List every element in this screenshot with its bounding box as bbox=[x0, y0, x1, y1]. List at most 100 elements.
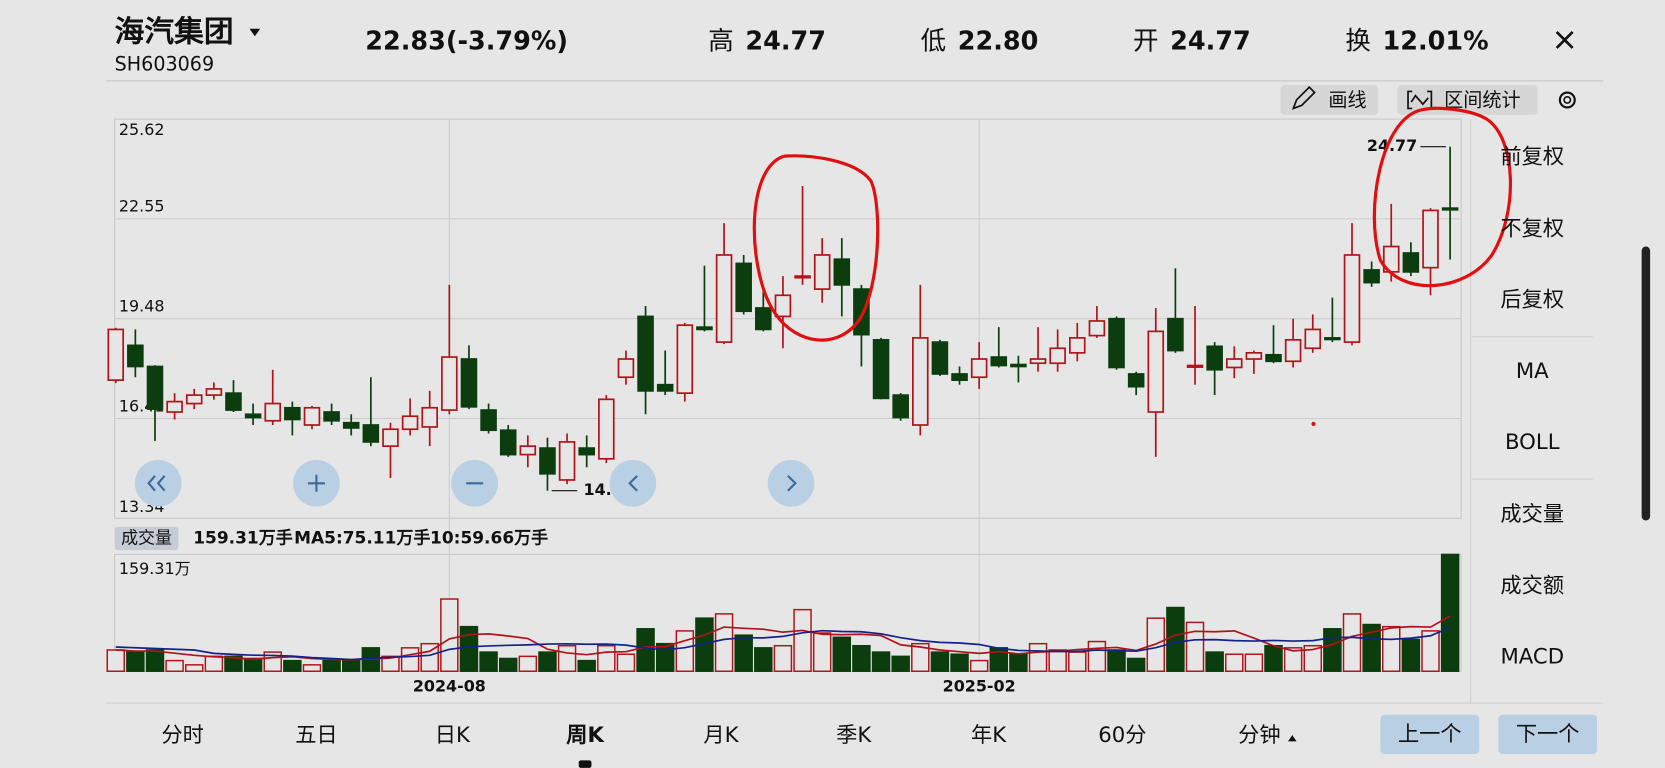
volume-bar bbox=[1185, 621, 1205, 672]
candle-body bbox=[205, 388, 223, 396]
scrollbar[interactable] bbox=[1641, 246, 1651, 521]
volume-bar bbox=[793, 608, 812, 672]
volume-bar bbox=[1048, 649, 1067, 672]
volume-bar bbox=[1342, 613, 1362, 672]
period-tab[interactable]: 分钟 bbox=[1238, 723, 1280, 748]
stat-value: 22.80 bbox=[958, 27, 1039, 57]
volume-bar bbox=[911, 642, 930, 672]
period-tab[interactable]: 年K bbox=[971, 723, 1007, 748]
period-tab[interactable]: 60分 bbox=[1098, 723, 1146, 748]
volume-bar bbox=[341, 659, 361, 672]
side-menu-item[interactable]: 成交额 bbox=[1500, 573, 1564, 598]
volume-bar bbox=[969, 659, 989, 672]
candle-body bbox=[146, 365, 164, 410]
left-icon bbox=[628, 475, 638, 492]
nav-button[interactable] bbox=[1498, 714, 1598, 755]
candle-body bbox=[421, 406, 438, 428]
period-tab[interactable]: 日K bbox=[435, 723, 471, 748]
volume-bar bbox=[1303, 644, 1322, 672]
stat-value: 24.77 bbox=[1170, 27, 1251, 57]
nav-button-label: 上一个 bbox=[1398, 722, 1462, 747]
candle-body bbox=[755, 307, 772, 331]
stock-name[interactable]: 海汽集团 bbox=[115, 15, 234, 50]
candle-body bbox=[1363, 269, 1380, 284]
nav-button[interactable] bbox=[1380, 714, 1480, 755]
side-menu-item[interactable]: BOLL bbox=[1505, 430, 1560, 455]
side-menu-item[interactable]: MA bbox=[1516, 359, 1549, 384]
scroll-left-button[interactable] bbox=[609, 459, 657, 507]
volume-badge-label: 成交量 bbox=[121, 529, 172, 549]
side-menu-item[interactable]: MACD bbox=[1500, 644, 1564, 669]
candle-body bbox=[1422, 209, 1439, 269]
volume-bar bbox=[950, 653, 969, 672]
candle-body bbox=[1127, 373, 1145, 388]
period-tab[interactable]: 月K bbox=[703, 723, 739, 748]
volume-bar bbox=[400, 647, 420, 672]
period-tabs: 分时 五日 日K 周K 月K 季K 年K 60分 分钟 bbox=[161, 723, 1297, 768]
candle-body bbox=[892, 394, 909, 419]
stat-label: 低 bbox=[921, 27, 946, 57]
volume-bar bbox=[184, 664, 204, 672]
candle-body bbox=[1225, 358, 1243, 369]
side-menu-item[interactable]: 后复权 bbox=[1500, 288, 1564, 313]
chart-controls bbox=[134, 459, 815, 507]
volume-bar bbox=[675, 630, 695, 672]
candle-body bbox=[1343, 254, 1361, 343]
close-button[interactable] bbox=[1555, 31, 1574, 49]
volume-bar bbox=[1009, 653, 1028, 672]
period-tab[interactable]: 季K bbox=[836, 723, 872, 748]
candle-body bbox=[872, 338, 890, 400]
volume-bar bbox=[1087, 640, 1107, 672]
volume-bar bbox=[381, 655, 400, 672]
period-tab[interactable]: 分时 bbox=[161, 723, 203, 748]
volume-bar bbox=[243, 657, 263, 672]
volume-bar bbox=[734, 634, 753, 672]
scroll-right-button[interactable] bbox=[767, 459, 815, 507]
candle-body bbox=[1167, 317, 1184, 352]
candle-body bbox=[1265, 353, 1282, 363]
candle-body bbox=[225, 392, 242, 411]
side-menu-item[interactable]: 成交量 bbox=[1500, 502, 1564, 527]
candle-body bbox=[303, 406, 321, 426]
volume-bar bbox=[714, 613, 734, 672]
volume-bar bbox=[1068, 651, 1087, 672]
side-menu-item[interactable]: 前复权 bbox=[1500, 144, 1564, 169]
plus-icon bbox=[307, 474, 325, 492]
volume-bar bbox=[1225, 653, 1244, 672]
volume-bar bbox=[459, 625, 479, 672]
volume-bar bbox=[224, 655, 243, 672]
candle-body bbox=[833, 258, 851, 286]
side-menu-item[interactable]: 不复权 bbox=[1500, 216, 1564, 241]
candle-body bbox=[107, 328, 125, 381]
candle-body bbox=[656, 383, 674, 392]
candle-body bbox=[441, 356, 458, 411]
hand-dot bbox=[1311, 421, 1316, 426]
candle-body bbox=[323, 411, 340, 422]
candle-body bbox=[912, 337, 929, 426]
candle-body bbox=[1186, 364, 1204, 368]
candle-body bbox=[342, 421, 360, 429]
candle-body bbox=[401, 415, 419, 431]
hand-circle bbox=[1372, 106, 1513, 288]
volume-current: 159.31万手 bbox=[193, 528, 292, 549]
candle-body bbox=[558, 441, 576, 481]
period-tab[interactable]: 周K bbox=[566, 723, 605, 748]
period-tab[interactable]: 五日 bbox=[295, 723, 337, 748]
candle-body bbox=[1147, 330, 1165, 413]
max-label: 24.77 bbox=[1367, 136, 1417, 155]
candle-body bbox=[931, 341, 949, 375]
volume-bar bbox=[891, 655, 910, 672]
volume-bar bbox=[106, 649, 125, 672]
hand-circle bbox=[752, 154, 880, 342]
volume-bar bbox=[557, 644, 577, 672]
candle-body bbox=[676, 324, 694, 394]
candle-body bbox=[519, 445, 537, 456]
settings-icon[interactable] bbox=[1558, 91, 1576, 109]
candle-body bbox=[1402, 252, 1420, 273]
candle-body bbox=[637, 315, 654, 392]
stat-label: 换 bbox=[1345, 27, 1370, 57]
stat-value: 24.77 bbox=[745, 27, 826, 57]
name-caret[interactable] bbox=[249, 28, 261, 37]
volume-bar bbox=[1244, 653, 1264, 672]
